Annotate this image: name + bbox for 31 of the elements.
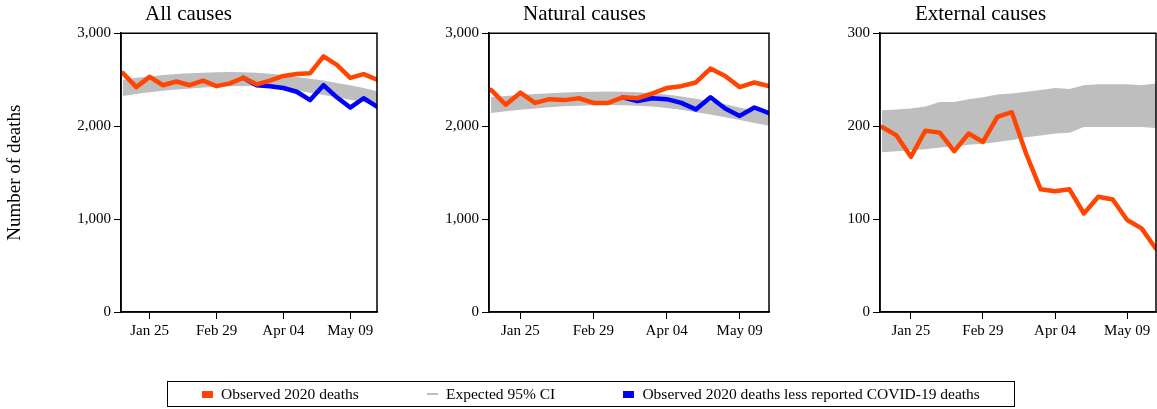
x-tick-label: Apr 04	[1034, 321, 1077, 338]
y-tick-label: 3,000	[77, 24, 111, 41]
x-tick-label: Apr 04	[262, 321, 305, 338]
y-tick-label: 300	[847, 24, 870, 41]
x-tick-label: Feb 29	[572, 321, 615, 338]
x-tick-label: Apr 04	[645, 321, 689, 338]
chart-title: All causes	[145, 1, 232, 26]
x-tick-label: Feb 29	[962, 321, 1004, 338]
x-tick-label: May 09	[716, 321, 763, 338]
x-tick-label: Jan 25	[500, 321, 540, 338]
legend-label: Observed 2020 deaths	[221, 385, 359, 403]
y-tick-label: 1,000	[445, 210, 479, 226]
y-tick-label: 100	[847, 210, 870, 226]
legend-label: Observed 2020 deaths less reported COVID-19 deaths	[642, 385, 980, 403]
y-tick-label: 200	[847, 117, 870, 134]
y-tick-label: 0	[471, 302, 479, 319]
x-tick-label: Jan 25	[891, 321, 931, 338]
y-tick-label: 2,000	[445, 117, 479, 134]
y-tick-label: 1,000	[77, 210, 111, 226]
y-tick-label: 2,000	[77, 117, 111, 134]
chart-title: External causes	[914, 1, 1047, 26]
y-tick-label: 0	[862, 302, 870, 319]
legend-label: Expected 95% CI	[445, 385, 556, 403]
x-tick-label: Jan 25	[130, 321, 170, 338]
y-tick-label: 0	[103, 302, 111, 319]
chart-title: Natural causes	[522, 1, 647, 26]
y-axis-title: Number of deaths	[3, 104, 25, 241]
y-tick-label: 3,000	[445, 24, 479, 41]
x-tick-label: May 09	[1104, 321, 1151, 338]
x-tick-label: May 09	[327, 321, 374, 338]
x-tick-label: Feb 29	[195, 321, 238, 338]
